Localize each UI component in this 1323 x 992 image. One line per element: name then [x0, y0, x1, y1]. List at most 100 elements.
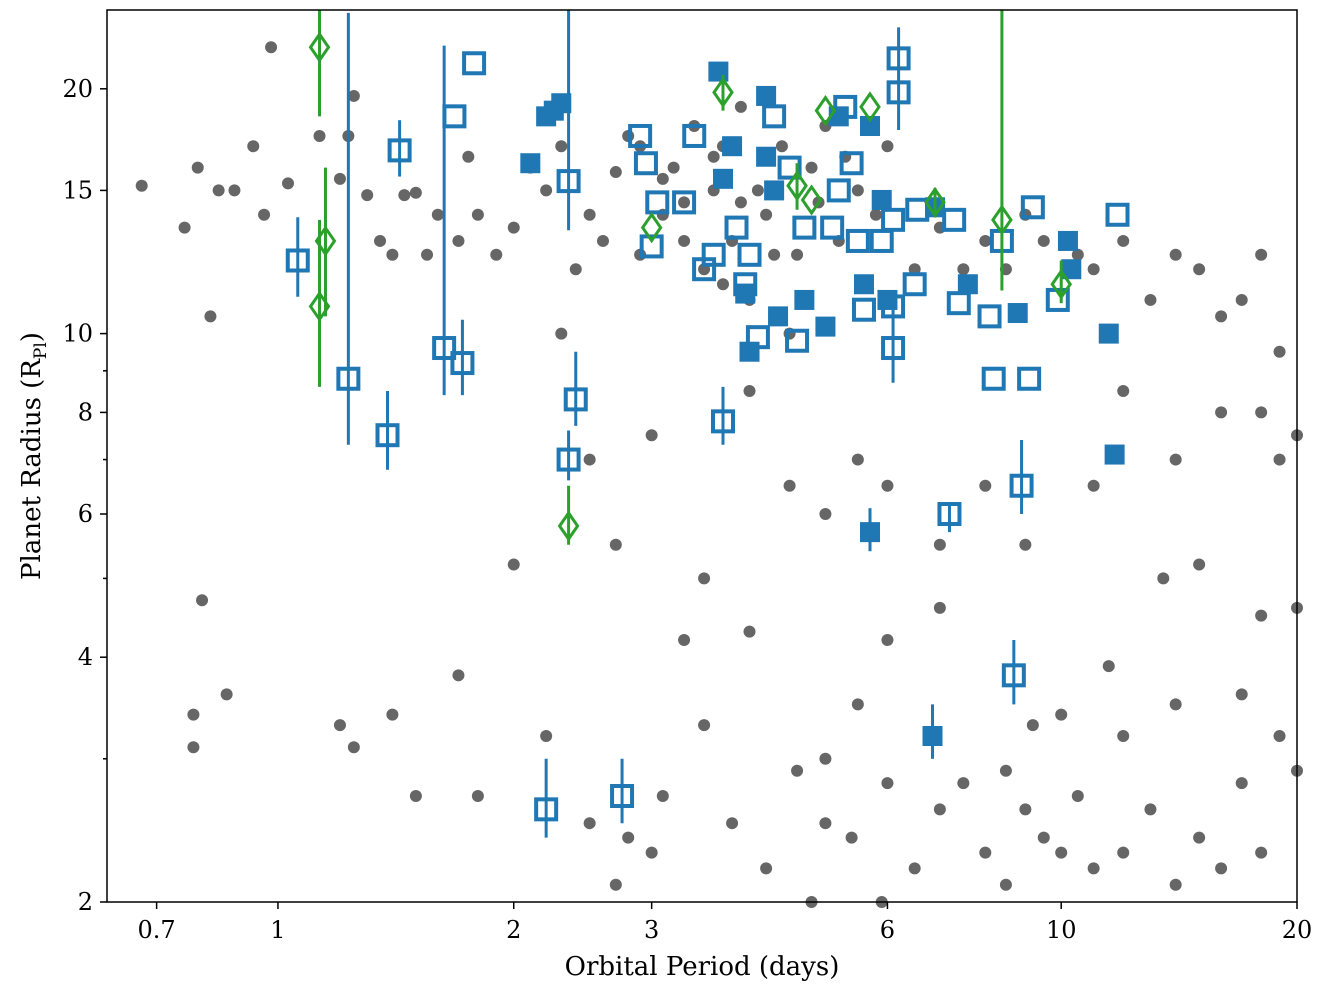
data-point: [933, 601, 946, 614]
data-point: [540, 184, 553, 197]
data-point: [639, 234, 664, 259]
data-point: [1117, 384, 1130, 397]
data-point: [220, 688, 233, 701]
data-point: [716, 278, 729, 291]
data-point: [734, 100, 747, 113]
data-point: [409, 790, 422, 803]
y-tick-label: 20: [62, 75, 93, 103]
data-point: [1117, 730, 1130, 743]
data-point: [596, 234, 609, 247]
data-point: [800, 184, 823, 216]
data-point: [1215, 406, 1228, 419]
data-point: [247, 140, 260, 153]
x-tick-label: 6: [880, 916, 895, 944]
data-point: [191, 161, 204, 174]
data-point: [1255, 846, 1268, 859]
data-point: [633, 151, 658, 176]
data-point: [432, 336, 457, 361]
data-point: [1215, 862, 1228, 875]
data-point: [1102, 660, 1115, 673]
data-point: [1255, 406, 1268, 419]
data-point: [645, 190, 670, 215]
data-point: [756, 146, 777, 167]
data-point: [979, 846, 992, 859]
data-point: [794, 289, 815, 310]
data-point: [791, 764, 804, 777]
data-point: [609, 166, 622, 179]
data-point: [583, 817, 596, 830]
data-point: [859, 116, 880, 137]
data-point: [1037, 831, 1050, 844]
data-point: [1019, 538, 1032, 551]
data-point: [814, 95, 837, 127]
data-point: [187, 741, 200, 754]
data-point: [471, 208, 484, 221]
x-tick-label: 1: [270, 916, 285, 944]
data-point: [1169, 453, 1182, 466]
data-point: [610, 784, 635, 809]
data-point: [777, 155, 802, 180]
data-point: [869, 208, 882, 221]
data-point: [534, 797, 559, 822]
data-point: [760, 862, 773, 875]
data-point: [361, 189, 374, 202]
data-point: [820, 215, 845, 240]
data-point: [826, 178, 851, 203]
data-point: [557, 510, 580, 542]
data-point: [640, 211, 663, 244]
data-point: [387, 138, 412, 163]
data-point: [1193, 558, 1206, 571]
y-tick-label: 15: [62, 176, 93, 204]
data-point: [886, 80, 911, 105]
data-point: [815, 316, 836, 337]
data-point: [701, 242, 726, 267]
data-point: [1055, 708, 1068, 721]
data-point: [228, 184, 241, 197]
data-point: [178, 221, 191, 234]
data-point: [698, 719, 711, 732]
data-point: [1215, 310, 1228, 323]
data-point: [520, 153, 541, 174]
data-point: [710, 409, 735, 434]
data-point: [622, 831, 635, 844]
x-axis-label: Orbital Period (days): [565, 952, 840, 982]
data-point: [1144, 293, 1157, 306]
data-point: [999, 764, 1012, 777]
data-point: [1117, 846, 1130, 859]
data-point: [957, 777, 970, 790]
data-point: [786, 170, 808, 202]
data-point: [851, 453, 864, 466]
data-point: [881, 633, 894, 646]
data-point: [1235, 293, 1248, 306]
y-tick-label: 4: [78, 643, 93, 671]
data-point: [792, 215, 817, 240]
data-point: [751, 184, 764, 197]
data-point: [347, 89, 360, 102]
data-point: [452, 669, 465, 682]
data-point: [1087, 862, 1100, 875]
data-point: [452, 234, 465, 247]
data-point: [1009, 473, 1034, 498]
data-point: [845, 228, 870, 253]
y-axis-label: Planet Radius (RPl): [17, 332, 51, 580]
data-point: [1007, 303, 1028, 324]
data-point: [877, 289, 898, 310]
x-tick-label: 20: [1282, 916, 1313, 944]
data-point: [819, 752, 832, 765]
data-point: [712, 168, 733, 189]
data-point: [1104, 444, 1125, 465]
data-point: [187, 708, 200, 721]
data-point: [977, 304, 1002, 329]
data-point: [760, 208, 773, 221]
y-tick-label: 2: [78, 888, 93, 916]
data-point: [1193, 831, 1206, 844]
data-point: [656, 790, 669, 803]
data-point: [726, 817, 739, 830]
data-point: [724, 215, 749, 240]
data-point: [1087, 263, 1100, 276]
data-point: [902, 272, 927, 297]
data-point: [743, 384, 756, 397]
data-point: [375, 423, 400, 448]
data-point: [442, 104, 467, 129]
data-point: [672, 190, 697, 215]
